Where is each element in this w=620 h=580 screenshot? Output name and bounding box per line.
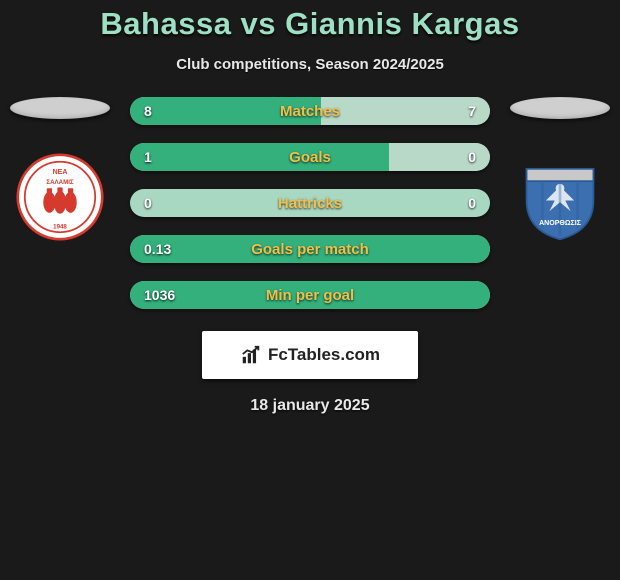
stat-bar: 1036 Min per goal (130, 281, 490, 309)
bar-value-left: 0 (144, 189, 152, 217)
stat-bar: 1 0 Goals (130, 143, 490, 171)
right-team-crest: ΑΝΟΡΘΩΣΙΣ (516, 153, 604, 241)
comparison-card: Bahassa vs Giannis Kargas Club competiti… (0, 0, 620, 415)
page-title: Bahassa vs Giannis Kargas (0, 6, 620, 42)
left-team-crest: ΝΕΑ 1948 ΣΑΛΑΜΙΣ (16, 153, 104, 241)
svg-text:ΣΑΛΑΜΙΣ: ΣΑΛΑΜΙΣ (46, 179, 74, 186)
bar-right-fill (321, 97, 490, 125)
left-side: ΝΕΑ 1948 ΣΑΛΑΜΙΣ (10, 97, 110, 241)
svg-text:ΑΝΟΡΘΩΣΙΣ: ΑΝΟΡΘΩΣΙΣ (539, 220, 581, 227)
shadow-ellipse-left (10, 97, 110, 119)
bar-value-left: 1 (144, 143, 152, 171)
stat-bars: 8 7 Matches 1 0 Goals 0 0 Hattricks 0.13 Goals per… (130, 97, 490, 309)
bar-value-left: 1036 (144, 281, 175, 309)
svg-text:ΝΕΑ: ΝΕΑ (53, 169, 68, 176)
brand-text: FcTables.com (268, 345, 380, 365)
right-side: ΑΝΟΡΘΩΣΙΣ (510, 97, 610, 241)
bar-value-right: 0 (468, 189, 476, 217)
svg-text:1948: 1948 (53, 224, 67, 231)
main-row: ΝΕΑ 1948 ΣΑΛΑΜΙΣ 8 7 Matches 1 0 Goals 0 0 Hattr… (0, 97, 620, 309)
subtitle: Club competitions, Season 2024/2025 (0, 56, 620, 73)
bar-label: Goals (289, 143, 331, 171)
bar-left-fill (130, 143, 389, 171)
bar-chart-icon (240, 344, 262, 366)
bar-label: Min per goal (266, 281, 354, 309)
stat-bar: 8 7 Matches (130, 97, 490, 125)
shadow-ellipse-right (510, 97, 610, 119)
bar-value-right: 7 (468, 97, 476, 125)
bar-label: Hattricks (278, 189, 342, 217)
bar-value-left: 0.13 (144, 235, 171, 263)
stat-bar: 0 0 Hattricks (130, 189, 490, 217)
brand-badge: FcTables.com (202, 331, 418, 379)
bar-value-left: 8 (144, 97, 152, 125)
bar-label: Matches (280, 97, 340, 125)
date-text: 18 january 2025 (0, 397, 620, 415)
stat-bar: 0.13 Goals per match (130, 235, 490, 263)
bar-label: Goals per match (251, 235, 369, 263)
bar-value-right: 0 (468, 143, 476, 171)
